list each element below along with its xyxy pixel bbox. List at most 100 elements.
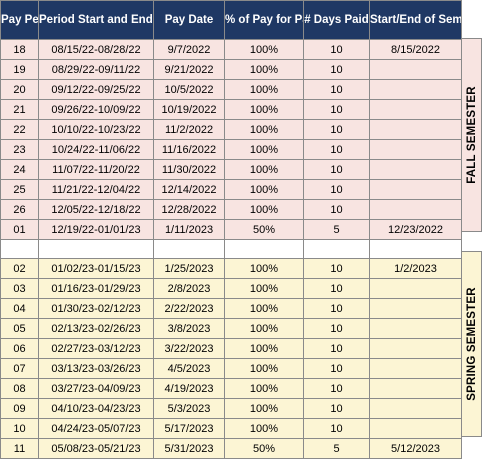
pay-period-cell: 03 [0, 278, 39, 299]
pay-percent-cell: 100% [224, 79, 304, 100]
pay-percent-cell: 100% [224, 318, 304, 339]
days-paid-cell: 5 [303, 219, 370, 240]
gap-cell [224, 239, 304, 259]
pay-period-cell: 18 [0, 39, 39, 60]
semester-date-cell [369, 278, 462, 299]
days-paid-cell: 10 [303, 258, 370, 279]
pay-period-cell: 07 [0, 358, 39, 379]
pay-date-cell: 9/21/2022 [153, 59, 225, 80]
days-paid-cell: 10 [303, 298, 370, 319]
days-paid-cell: 10 [303, 79, 370, 100]
table-row: 10 04/24/23-05/07/23 5/17/2023 100% 10 [0, 418, 462, 439]
days-paid-cell: 10 [303, 278, 370, 299]
pay-percent-cell: 100% [224, 298, 304, 319]
pay-percent-cell: 100% [224, 398, 304, 419]
header-pay-percent: % of Pay for Pay Period [224, 0, 304, 40]
pay-date-cell: 12/14/2022 [153, 179, 225, 200]
semester-date-cell [369, 199, 462, 220]
semester-date-cell [369, 418, 462, 439]
table-row: 20 09/12/22-09/25/22 10/5/2022 100% 10 [0, 79, 462, 100]
header-pay-period: Pay Period [0, 0, 39, 40]
pay-period-cell: 20 [0, 79, 39, 100]
semester-date-cell [369, 99, 462, 120]
pay-period-cell: 05 [0, 318, 39, 339]
days-paid-cell: 10 [303, 199, 370, 220]
pay-date-cell: 3/8/2023 [153, 318, 225, 339]
gap-cell [153, 239, 225, 259]
period-dates-cell: 04/10/23-04/23/23 [38, 398, 154, 419]
gap-cell [369, 239, 462, 259]
pay-date-cell: 3/22/2023 [153, 338, 225, 359]
period-dates-cell: 09/12/22-09/25/22 [38, 79, 154, 100]
semester-date-cell [369, 398, 462, 419]
table-row: 25 11/21/22-12/04/22 12/14/2022 100% 10 [0, 179, 462, 200]
pay-date-cell: 4/19/2023 [153, 378, 225, 399]
pay-period-cell: 23 [0, 139, 39, 160]
pay-period-cell: 22 [0, 119, 39, 140]
period-dates-cell: 03/13/23-03/26/23 [38, 358, 154, 379]
table-row: 19 08/29/22-09/11/22 9/21/2022 100% 10 [0, 59, 462, 80]
semester-date-cell [369, 318, 462, 339]
pay-date-cell: 2/8/2023 [153, 278, 225, 299]
table-row: 23 10/24/22-11/06/22 11/16/2022 100% 10 [0, 139, 462, 160]
pay-date-cell: 4/5/2023 [153, 358, 225, 379]
days-paid-cell: 10 [303, 338, 370, 359]
gap-cell [38, 239, 154, 259]
semester-date-cell: 5/12/2023 [369, 438, 462, 459]
period-dates-cell: 04/24/23-05/07/23 [38, 418, 154, 439]
header-row: Pay Period Period Start and End Date Pay… [0, 0, 462, 40]
spring-semester-text: SPRING SEMESTER [465, 287, 478, 401]
pay-period-cell: 01 [0, 219, 39, 240]
period-dates-cell: 02/27/23-03/12/23 [38, 338, 154, 359]
pay-period-cell: 10 [0, 418, 39, 439]
period-dates-cell: 05/08/23-05/21/23 [38, 438, 154, 459]
period-dates-cell: 03/27/23-04/09/23 [38, 378, 154, 399]
period-dates-cell: 10/10/22-10/23/22 [38, 119, 154, 140]
pay-period-cell: 09 [0, 398, 39, 419]
pay-percent-cell: 50% [224, 219, 304, 240]
table-row: 01 12/19/22-01/01/23 1/11/2023 50% 5 12/23/20… [0, 219, 462, 240]
period-dates-cell: 12/05/22-12/18/22 [38, 199, 154, 220]
semester-date-cell: 8/15/2022 [369, 39, 462, 60]
table-row: 22 10/10/22-10/23/22 11/2/2022 100% 10 [0, 119, 462, 140]
table-row: 08 03/27/23-04/09/23 4/19/2023 100% 10 [0, 378, 462, 399]
semester-date-cell [369, 79, 462, 100]
period-dates-cell: 08/15/22-08/28/22 [38, 39, 154, 60]
table-row: 04 01/30/23-02/12/23 2/22/2023 100% 10 [0, 298, 462, 319]
pay-period-cell: 11 [0, 438, 39, 459]
semester-date-cell: 1/2/2023 [369, 258, 462, 279]
semester-date-cell [369, 59, 462, 80]
semester-date-cell [369, 159, 462, 180]
period-dates-cell: 01/16/23-01/29/23 [38, 278, 154, 299]
pay-date-cell: 5/31/2023 [153, 438, 225, 459]
semester-date-cell [369, 119, 462, 140]
pay-date-cell: 10/19/2022 [153, 99, 225, 120]
days-paid-cell: 5 [303, 438, 370, 459]
table-row: 06 02/27/23-03/12/23 3/22/2023 100% 10 [0, 338, 462, 359]
days-paid-cell: 10 [303, 119, 370, 140]
pay-date-cell: 9/7/2022 [153, 39, 225, 60]
header-pay-date: Pay Date [153, 0, 225, 40]
table-row: 26 12/05/22-12/18/22 12/28/2022 100% 10 [0, 199, 462, 220]
period-dates-cell: 10/24/22-11/06/22 [38, 139, 154, 160]
pay-date-cell: 2/22/2023 [153, 298, 225, 319]
days-paid-cell: 10 [303, 179, 370, 200]
pay-period-cell: 02 [0, 258, 39, 279]
pay-date-cell: 5/3/2023 [153, 398, 225, 419]
period-dates-cell: 01/02/23-01/15/23 [38, 258, 154, 279]
pay-date-cell: 11/16/2022 [153, 139, 225, 160]
pay-period-cell: 04 [0, 298, 39, 319]
pay-percent-cell: 100% [224, 278, 304, 299]
semester-date-cell [369, 358, 462, 379]
semester-date-cell [369, 378, 462, 399]
table-row: 11 05/08/23-05/21/23 5/31/2023 50% 5 5/12/202… [0, 438, 462, 459]
semester-date-cell [369, 338, 462, 359]
pay-percent-cell: 100% [224, 418, 304, 439]
pay-date-cell: 12/28/2022 [153, 199, 225, 220]
pay-percent-cell: 100% [224, 119, 304, 140]
table-row: 03 01/16/23-01/29/23 2/8/2023 100% 10 [0, 278, 462, 299]
pay-period-cell: 26 [0, 199, 39, 220]
table-row: 07 03/13/23-03/26/23 4/5/2023 100% 10 [0, 358, 462, 379]
table-row: 24 11/07/22-11/20/22 11/30/2022 100% 10 [0, 159, 462, 180]
pay-percent-cell: 100% [224, 258, 304, 279]
